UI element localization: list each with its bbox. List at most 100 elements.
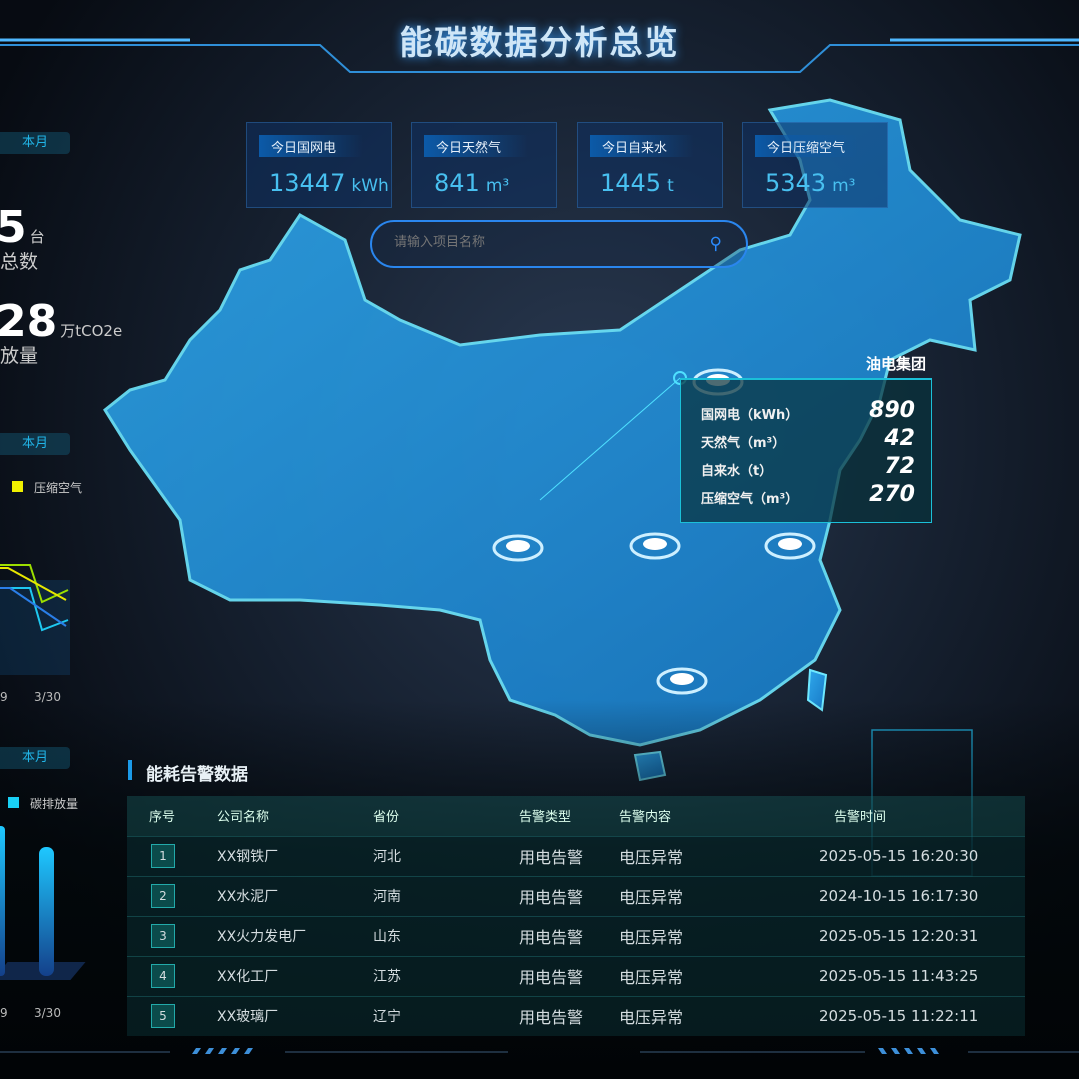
stat-label: 今日天然气 (424, 135, 528, 157)
row-index-badge: 1 (151, 844, 175, 868)
row-index-badge: 5 (151, 1004, 175, 1029)
series-line-yellow (0, 567, 67, 601)
alarm-content: 电压异常 (619, 888, 684, 907)
province: 山东 (373, 929, 401, 945)
province: 河南 (373, 889, 401, 905)
row-index-badge: 3 (151, 924, 175, 948)
tooltip-value: 72 (884, 454, 915, 479)
col-header: 序号 (149, 810, 176, 826)
pin-marker (492, 534, 544, 562)
stat-card-electricity: 今日国网电 13447 kWh (246, 122, 392, 208)
col-header: 告警内容 (619, 810, 672, 826)
tooltip-value: 42 (884, 426, 915, 451)
row-index: 1 (127, 836, 217, 876)
bar-mark (0, 826, 5, 976)
emission-unit: 万tCO2e (60, 322, 123, 340)
alarm-type: 用电告警 (519, 968, 584, 987)
x-tick: 3/30 (34, 1006, 61, 1020)
pin-marker (656, 667, 708, 695)
alarm-time: 2025-05-15 16:20:30 (819, 847, 979, 865)
alarm-time: 2025-05-15 11:43:25 (819, 967, 979, 985)
emission-value: 28 (0, 296, 58, 347)
device-label: 总数 (0, 251, 39, 273)
table-row[interactable]: 2 XX水泥厂 河南 用电告警 电压异常 2024-10-15 16:17:30 (127, 876, 1025, 916)
project-search[interactable]: ⚲ (370, 220, 748, 268)
col-header: 告警类型 (519, 810, 572, 826)
table-row[interactable]: 4 XX化工厂 江苏 用电告警 电压异常 2025-05-15 11:43:25 (127, 956, 1025, 996)
emission-line: 28 万tCO2e (0, 300, 122, 344)
stat-label: 今日国网电 (259, 135, 363, 157)
table-row[interactable]: 1 XX钢铁厂 河北 用电告警 电压异常 2025-05-15 16:20:30 (127, 836, 1025, 876)
alarm-content: 电压异常 (619, 1008, 684, 1028)
legend-carbon-emission[interactable]: 碳排放量 (30, 797, 79, 811)
alarm-type: 用电告警 (519, 888, 584, 907)
alarm-content: 电压异常 (619, 968, 684, 987)
stat-value: 5343 m³ (765, 169, 856, 197)
alarm-type: 用电告警 (519, 1008, 584, 1028)
stat-label: 今日压缩空气 (755, 135, 859, 157)
device-unit: 台 (29, 228, 45, 246)
stat-value: 13447 kWh (269, 169, 389, 197)
province: 江苏 (373, 969, 401, 985)
tooltip-leader-line (539, 377, 681, 501)
alarm-time: 2024-10-15 16:17:30 (819, 887, 979, 905)
series-line-blue (0, 587, 67, 627)
alarm-table: 序号 公司名称 省份 告警类型 告警内容 告警时间 1 XX钢铁厂 河北 用电告警 电压… (127, 796, 1025, 1036)
stat-value: 1445 t (600, 169, 674, 197)
alarm-type: 用电告警 (519, 928, 584, 947)
province: 河北 (373, 849, 401, 865)
tooltip-label: 自来水（t） (701, 464, 773, 479)
x-tick: 3/30 (34, 690, 61, 704)
header-frame (0, 38, 1079, 73)
stat-label: 今日自来水 (590, 135, 694, 157)
alarm-time: 2025-05-15 11:22:11 (819, 1007, 979, 1026)
x-tick: 9 (0, 690, 8, 704)
alarm-content: 电压异常 (619, 928, 684, 947)
pin-marker (629, 532, 681, 560)
x-tick: 9 (0, 1006, 8, 1020)
search-input[interactable] (394, 234, 694, 249)
legend-compressed-air[interactable]: 压缩空气 (34, 481, 83, 495)
col-header: 公司名称 (217, 810, 270, 826)
company-name: XX玻璃厂 (217, 1009, 279, 1026)
period-select-2[interactable]: 本月 (0, 433, 70, 455)
search-icon[interactable]: ⚲ (709, 234, 722, 254)
company-name: XX钢铁厂 (217, 849, 279, 865)
table-row[interactable]: 5 XX玻璃厂 辽宁 用电告警 电压异常 2025-05-15 11:22:11 (127, 996, 1025, 1036)
tooltip-title: 油电集团 (866, 355, 927, 373)
bar-mark (39, 847, 54, 976)
company-name: XX水泥厂 (217, 889, 279, 905)
tooltip-label: 国网电（kWh） (701, 408, 799, 423)
row-index: 4 (127, 956, 217, 996)
row-index-badge: 4 (151, 964, 175, 988)
alarm-section-title: 能耗告警数据 (128, 760, 248, 785)
alarm-time: 2025-05-15 12:20:31 (819, 927, 979, 945)
period-select-1[interactable]: 本月 (0, 132, 70, 154)
pin-marker (764, 532, 816, 560)
province: 辽宁 (373, 1009, 401, 1026)
alarm-content: 电压异常 (619, 848, 684, 867)
company-name: XX化工厂 (217, 969, 279, 985)
series-line-cyan (0, 587, 69, 632)
tooltip-label: 压缩空气（m³） (701, 492, 799, 507)
header: 能碳数据分析总览 (0, 0, 1079, 80)
device-count: 5 (0, 202, 27, 253)
alarm-type: 用电告警 (519, 848, 584, 867)
col-header: 省份 (373, 810, 400, 826)
tooltip-value: 270 (869, 482, 915, 507)
map-tooltip: 国网电（kWh） 890 天然气（m³） 42 自来水（t） 72 压缩空气（m³） 2… (680, 378, 932, 523)
row-index-badge: 2 (151, 884, 175, 908)
row-index: 5 (127, 996, 217, 1036)
stat-card-water: 今日自来水 1445 t (577, 122, 723, 208)
tooltip-label: 天然气（m³） (701, 436, 786, 451)
period-select-3[interactable]: 本月 (0, 747, 70, 769)
table-row[interactable]: 3 XX火力发电厂 山东 用电告警 电压异常 2025-05-15 12:20:31 (127, 916, 1025, 956)
page-title: 能碳数据分析总览 (399, 23, 680, 62)
tooltip-value: 890 (869, 398, 915, 423)
table-header-row: 序号 公司名称 省份 告警类型 告警内容 告警时间 (127, 796, 1025, 836)
stat-value: 841 m³ (434, 169, 510, 197)
footer-decoration (0, 1048, 1079, 1054)
line-chart (0, 564, 70, 675)
row-index: 3 (127, 916, 217, 956)
